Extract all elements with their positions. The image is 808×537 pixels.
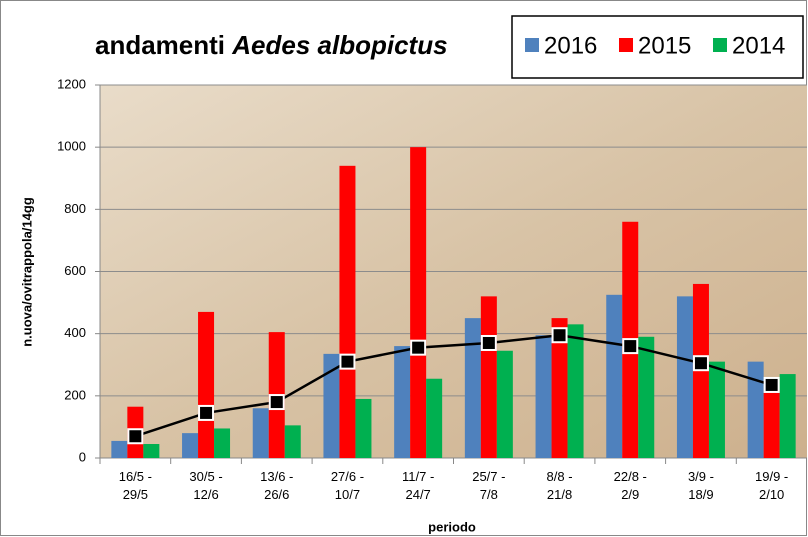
bar [355, 399, 371, 458]
bar [111, 441, 127, 458]
bar [465, 318, 481, 458]
bar [606, 295, 622, 458]
legend-label: 2014 [732, 32, 785, 59]
title-plain: andamenti [95, 30, 225, 60]
bar [568, 324, 584, 458]
y-tick-label: 0 [79, 449, 86, 464]
bar [214, 428, 230, 458]
line-marker [411, 341, 425, 355]
bar [182, 433, 198, 458]
y-tick-label: 600 [64, 263, 86, 278]
x-tick-label-line: 25/7 - [472, 469, 505, 484]
x-tick-label-line: 2/9 [621, 487, 639, 502]
y-tick-label: 200 [64, 387, 86, 402]
x-tick-label-line: 19/9 - [755, 469, 788, 484]
bar [677, 296, 693, 458]
x-tick-label-line: 12/6 [193, 487, 218, 502]
bar [198, 312, 214, 458]
legend-label: 2015 [638, 32, 691, 59]
x-axis-label: periodo [428, 519, 476, 534]
x-tick-label-line: 22/8 - [614, 469, 647, 484]
legend-swatch [619, 38, 633, 52]
line-marker [694, 356, 708, 370]
line-marker [482, 336, 496, 350]
x-tick-label-line: 3/9 - [688, 469, 714, 484]
bar [285, 425, 301, 458]
bar [638, 337, 654, 458]
x-tick-label-line: 13/6 - [260, 469, 293, 484]
y-tick-label: 1200 [57, 76, 86, 91]
legend-swatch [525, 38, 539, 52]
bar [481, 296, 497, 458]
bar [709, 362, 725, 458]
bar [780, 374, 796, 458]
x-tick-label-line: 29/5 [123, 487, 148, 502]
x-tick-label-line: 8/8 - [547, 469, 573, 484]
x-tick-label-line: 16/5 - [119, 469, 152, 484]
bar [764, 393, 780, 458]
chart-title: andamenti Aedes albopictus [95, 30, 448, 60]
bar [394, 346, 410, 458]
chart: andamenti Aedes albopictus n.uova/ovitra… [0, 0, 808, 537]
line-marker [340, 355, 354, 369]
y-tick-label: 1000 [57, 139, 86, 154]
x-tick-label-line: 30/5 - [189, 469, 222, 484]
x-tick-label-line: 7/8 [480, 487, 498, 502]
x-tick-label-line: 18/9 [688, 487, 713, 502]
bar [748, 362, 764, 458]
bar [410, 147, 426, 458]
y-tick-label: 400 [64, 325, 86, 340]
title-italic: Aedes albopictus [231, 30, 447, 60]
line-marker [765, 378, 779, 392]
legend-label: 2016 [544, 32, 597, 59]
line-marker [270, 395, 284, 409]
y-axis-label: n.uova/ovitrappola/14gg [19, 197, 34, 347]
x-tick-label-line: 24/7 [405, 487, 430, 502]
bar [143, 444, 159, 458]
line-marker [553, 328, 567, 342]
x-tick-label-line: 11/7 - [402, 469, 434, 484]
legend-swatch [713, 38, 727, 52]
x-tick-label-line: 26/6 [264, 487, 289, 502]
y-tick-label: 800 [64, 201, 86, 216]
line-marker [199, 406, 213, 420]
line-marker [128, 429, 142, 443]
bar [536, 335, 552, 458]
line-marker [623, 339, 637, 353]
bar [339, 166, 355, 458]
bar [253, 408, 269, 458]
x-tick-label-line: 10/7 [335, 487, 360, 502]
x-tick-label-line: 27/6 - [331, 469, 364, 484]
x-tick-label-line: 2/10 [759, 487, 784, 502]
x-tick-label-line: 21/8 [547, 487, 572, 502]
bar [497, 351, 513, 458]
bar [426, 379, 442, 458]
